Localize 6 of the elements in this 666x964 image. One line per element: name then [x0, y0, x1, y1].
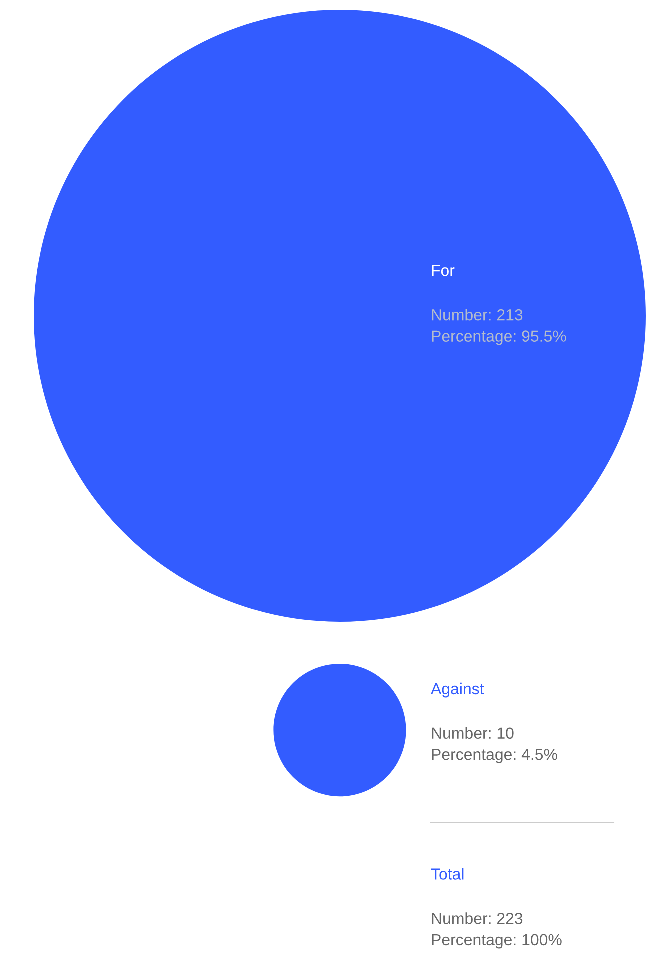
- category-label: Against: [431, 682, 484, 698]
- text: Total: [431, 868, 464, 880]
- data-label: Number: 213 Percentage: 95.5%: [432, 309, 566, 346]
- category-label: For: [432, 265, 455, 276]
- text: Number: 223 Percentage: 100%: [432, 912, 562, 949]
- data-label: Number: 10 Percentage: 4.5%: [432, 727, 558, 764]
